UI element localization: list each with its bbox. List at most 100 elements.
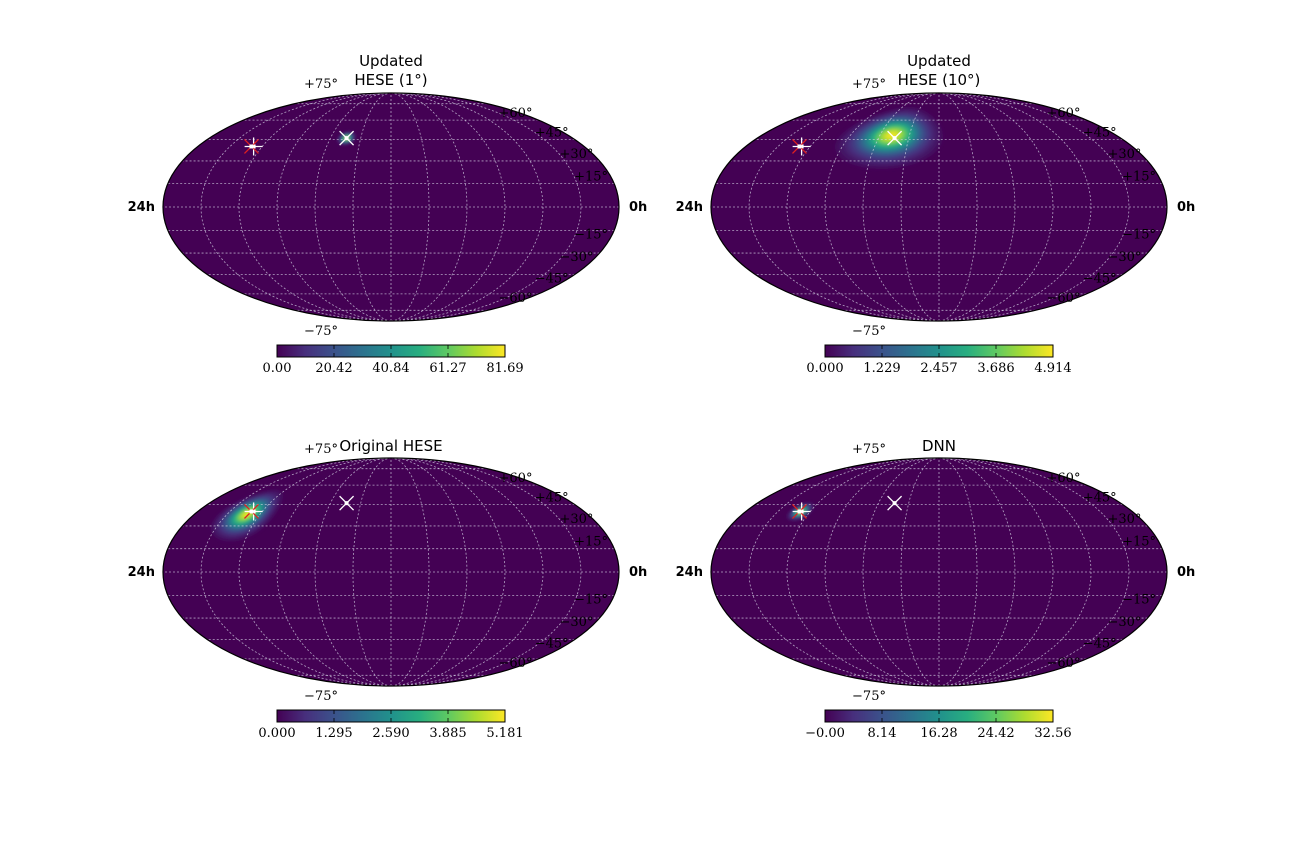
source-x-marker xyxy=(887,495,903,511)
panel-title: DNN xyxy=(922,437,956,455)
declination-label: −15° xyxy=(574,592,608,607)
source-x-marker xyxy=(792,139,807,154)
declination-label: +45° xyxy=(535,491,569,506)
declination-label: +30° xyxy=(1108,147,1142,162)
declination-label: +30° xyxy=(560,147,594,162)
colorbar-tick-label: 1.229 xyxy=(863,361,900,376)
source-plus-marker xyxy=(244,502,263,521)
declination-label: +15° xyxy=(1122,535,1156,550)
declination-label: +30° xyxy=(1108,512,1142,527)
ra-label-left: 24h xyxy=(128,565,155,580)
sky-border xyxy=(710,457,1168,687)
meridian-gridline xyxy=(276,458,392,686)
graticule xyxy=(163,93,619,321)
meridian-gridline xyxy=(390,458,544,686)
probability-hotspot xyxy=(835,107,943,169)
source-plus-marker xyxy=(792,502,811,521)
declination-label: +75° xyxy=(304,77,338,92)
sky-border xyxy=(162,457,620,687)
declination-label: +75° xyxy=(852,77,886,92)
meridian-gridline xyxy=(238,458,392,686)
colorbar-tick-label: 2.457 xyxy=(920,361,957,376)
colorbar-tick-label: 8.14 xyxy=(868,726,897,741)
ra-label-right: 0h xyxy=(1177,200,1195,215)
meridian-gridline xyxy=(938,458,1054,686)
meridian-gridline xyxy=(390,93,544,321)
sky-border xyxy=(162,92,620,322)
colorbar: 0.000 1.229 2.457 3.686 4.914 xyxy=(806,344,1072,376)
colorbar: −0.00 8.14 16.28 24.42 32.56 xyxy=(805,709,1072,741)
declination-label: +15° xyxy=(1122,170,1156,185)
meridian-gridline xyxy=(938,93,1130,321)
declination-label: +75° xyxy=(304,442,338,457)
meridian-gridline xyxy=(824,458,940,686)
graticule xyxy=(163,458,619,686)
colorbar-tick-label: 0.000 xyxy=(258,726,295,741)
meridian-gridline xyxy=(390,93,506,321)
meridian-gridline xyxy=(390,458,582,686)
colorbar-tick-label: 2.590 xyxy=(372,726,409,741)
declination-label: −60° xyxy=(499,656,533,671)
colorbar-tick-label: 3.686 xyxy=(977,361,1014,376)
declination-label: −15° xyxy=(1122,592,1156,607)
colorbar-tick-label: 4.914 xyxy=(1034,361,1071,376)
panel-title: HESE (1°) xyxy=(354,71,427,89)
declination-label: +60° xyxy=(1047,106,1081,121)
panel-title: HESE (10°) xyxy=(898,71,981,89)
colorbar: 0.00 20.42 40.84 61.27 81.69 xyxy=(263,344,524,376)
declination-label: +15° xyxy=(574,535,608,550)
meridian-gridline xyxy=(200,458,392,686)
declination-label: −45° xyxy=(535,271,569,286)
sky-border xyxy=(710,92,1168,322)
meridian-gridline xyxy=(748,458,940,686)
meridian-gridline xyxy=(938,458,1130,686)
meridian-gridline xyxy=(938,93,1092,321)
declination-label: +45° xyxy=(1083,126,1117,141)
ra-label-right: 0h xyxy=(629,565,647,580)
meridian-gridline xyxy=(276,93,392,321)
declination-label: +60° xyxy=(499,106,533,121)
skymap-panel: DNN +75° +60°+45° +30° +15° −15° −30° −45°−60° −… xyxy=(676,437,1196,741)
declination-label: −60° xyxy=(1047,291,1081,306)
source-x-marker xyxy=(244,504,259,519)
source-x-marker xyxy=(244,139,259,154)
colorbar-tick-label: 24.42 xyxy=(977,726,1014,741)
source-plus-marker xyxy=(244,137,263,156)
ra-label-right: 0h xyxy=(629,200,647,215)
declination-label: −75° xyxy=(852,324,886,339)
declination-label: −45° xyxy=(1083,271,1117,286)
meridian-gridline xyxy=(938,93,1054,321)
skymap-panel: Original HESE+75° +60°+45° +30° +15° −15° −30… xyxy=(128,437,648,741)
colorbar-tick-label: 1.295 xyxy=(315,726,352,741)
declination-label: −60° xyxy=(1047,656,1081,671)
colorbar-tick-label: 32.56 xyxy=(1034,726,1071,741)
colorbar-tick-label: 3.885 xyxy=(429,726,466,741)
meridian-gridline xyxy=(786,93,940,321)
declination-label: +15° xyxy=(574,170,608,185)
meridian-gridline xyxy=(748,93,940,321)
source-x-marker xyxy=(339,130,355,146)
colorbar-tick-label: 20.42 xyxy=(315,361,352,376)
colorbar-tick-label: 0.000 xyxy=(806,361,843,376)
meridian-gridline xyxy=(390,93,582,321)
panel-title: Original HESE xyxy=(339,437,442,455)
source-x-marker xyxy=(339,495,355,511)
declination-label: +30° xyxy=(560,512,594,527)
declination-label: −15° xyxy=(574,227,608,242)
colorbar-tick-label: 5.181 xyxy=(486,726,523,741)
declination-label: −30° xyxy=(560,250,594,265)
source-plus-marker xyxy=(792,137,811,156)
colorbar: 0.000 1.295 2.590 3.885 5.181 xyxy=(258,709,524,741)
colorbar-tick-label: 61.27 xyxy=(429,361,466,376)
source-x-marker xyxy=(887,130,903,146)
declination-label: −75° xyxy=(304,324,338,339)
hotspot-contour xyxy=(244,512,250,517)
meridian-gridline xyxy=(390,458,506,686)
graticule xyxy=(711,458,1167,686)
declination-label: −30° xyxy=(1108,250,1142,265)
declination-label: −30° xyxy=(1108,615,1142,630)
ra-label-left: 24h xyxy=(676,200,703,215)
graticule xyxy=(711,93,1167,321)
